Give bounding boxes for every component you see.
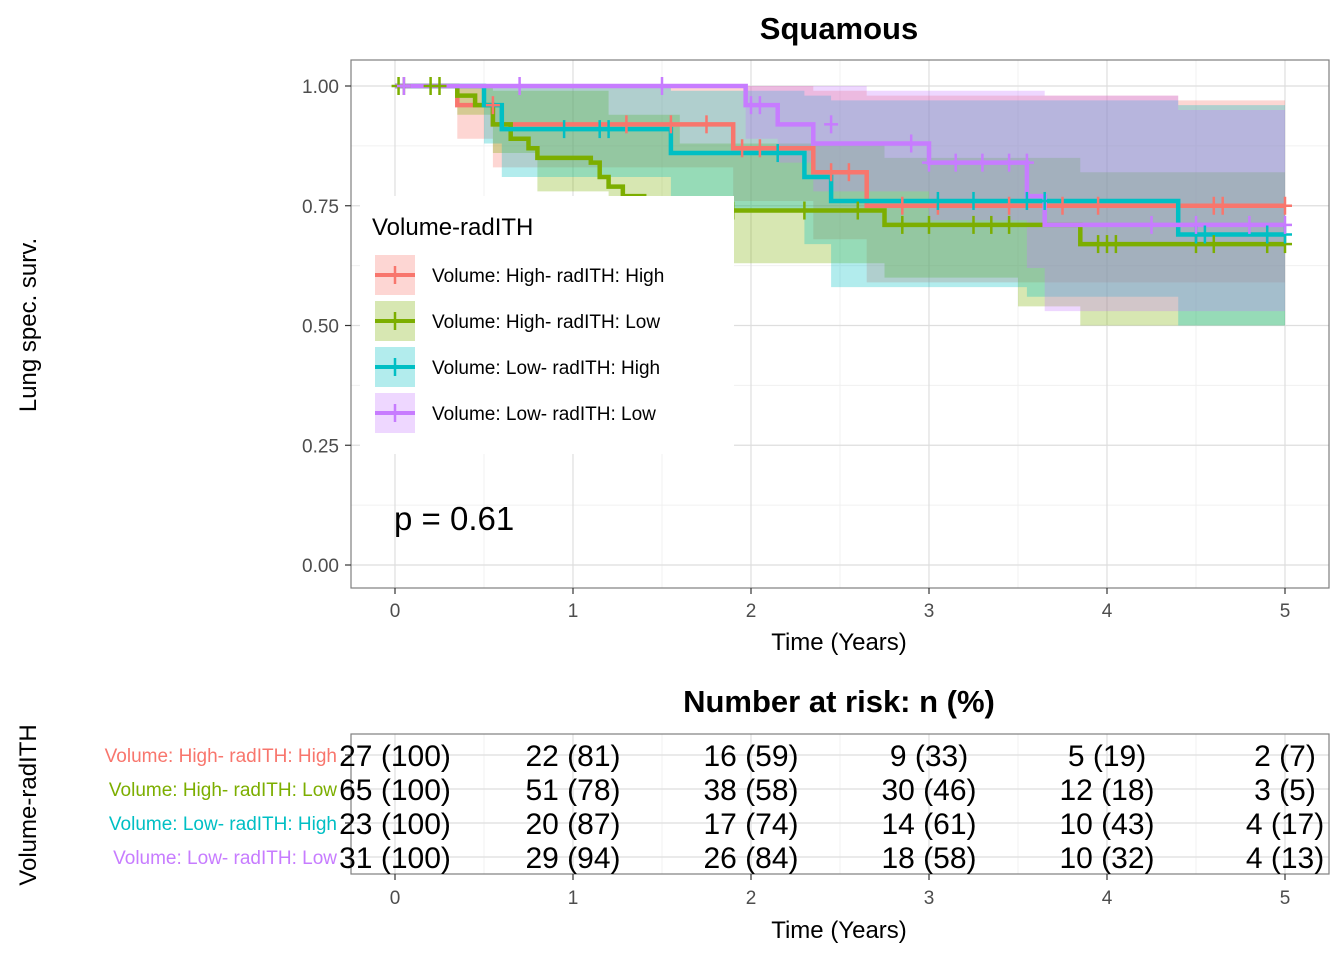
risk-strata-label: Volume: Low- radITH: High	[109, 814, 337, 835]
y-tick-label: 0.50	[302, 317, 339, 338]
legend-label: Volume: High- radITH: High	[432, 266, 664, 287]
risk-strata-label: Volume: High- radITH: Low	[109, 780, 337, 801]
km-confidence-bands	[395, 86, 1285, 326]
risk-cell: 38 (58)	[703, 774, 798, 807]
risk-x-tick-label: 2	[746, 888, 757, 909]
legend-background	[360, 196, 734, 454]
x-tick-label: 1	[568, 601, 579, 622]
risk-cell: 30 (46)	[881, 774, 976, 807]
x-tick-label: 5	[1280, 601, 1291, 622]
x-tick-label: 2	[746, 601, 757, 622]
risk-table-x-axis-title: Time (Years)	[771, 917, 907, 944]
risk-cell: 14 (61)	[881, 808, 976, 841]
y-tick-label: 1.00	[302, 77, 339, 98]
risk-cell: 27 (100)	[339, 740, 451, 773]
risk-cell: 2 (7)	[1254, 740, 1316, 773]
risk-cell: 4 (17)	[1246, 808, 1324, 841]
risk-table-strata-labels: Volume: High- radITH: High Volume: High- …	[105, 746, 351, 869]
legend-label: Volume: Low- radITH: High	[432, 358, 660, 379]
ci-band-2	[395, 86, 1285, 326]
risk-cell: 16 (59)	[703, 740, 798, 773]
risk-x-tick-label: 4	[1102, 888, 1113, 909]
risk-cell: 4 (13)	[1246, 842, 1324, 875]
legend-item: Volume: Low- radITH: Low	[375, 393, 656, 433]
risk-cell: 18 (58)	[881, 842, 976, 875]
km-x-axis-title: Time (Years)	[771, 629, 907, 656]
y-tick-label: 0.00	[302, 556, 339, 577]
risk-cell: 12 (18)	[1059, 774, 1154, 807]
risk-cell: 9 (33)	[890, 740, 968, 773]
km-axis-ticks: 0.00 0.25 0.50 0.75 1.00 0 1 2 3 4 5	[302, 77, 1290, 622]
legend-item: Volume: Low- radITH: High	[375, 347, 660, 387]
x-tick-label: 3	[924, 601, 935, 622]
risk-cell: 29 (94)	[525, 842, 620, 875]
x-tick-label: 0	[390, 601, 401, 622]
ci-band-1	[395, 86, 1285, 326]
risk-cell: 22 (81)	[525, 740, 620, 773]
ci-band-0	[395, 86, 1285, 283]
risk-table-title: Number at risk: n (%)	[683, 684, 995, 719]
risk-table-y-axis-title: Volume-radITH	[15, 724, 42, 885]
legend-label: Volume: Low- radITH: Low	[432, 404, 656, 425]
y-tick-label: 0.25	[302, 436, 339, 457]
risk-cell: 17 (74)	[703, 808, 798, 841]
km-y-axis-title: Lung spec. surv.	[15, 238, 42, 412]
survival-curve-0	[395, 83, 1285, 208]
x-tick-label: 4	[1102, 601, 1113, 622]
risk-x-tick-label: 3	[924, 888, 935, 909]
legend: Volume-radITH Volume: High- radITH: High…	[360, 196, 734, 454]
legend-item: Volume: High- radITH: Low	[375, 301, 660, 341]
risk-table-border	[350, 733, 1330, 875]
risk-cell: 10 (32)	[1059, 842, 1154, 875]
km-panel-border	[350, 59, 1330, 589]
risk-strata-label: Volume: Low- radITH: Low	[113, 848, 337, 869]
km-title: Squamous	[760, 11, 918, 46]
risk-cell: 26 (84)	[703, 842, 798, 875]
legend-item: Volume: High- radITH: High	[375, 255, 664, 295]
risk-cell: 51 (78)	[525, 774, 620, 807]
y-tick-label: 0.75	[302, 197, 339, 218]
risk-strata-label: Volume: High- radITH: High	[105, 746, 337, 767]
risk-cell: 10 (43)	[1059, 808, 1154, 841]
risk-table-x-ticks: 0 1 2 3 4 5	[390, 874, 1291, 909]
legend-label: Volume: High- radITH: Low	[432, 312, 660, 333]
risk-cell: 3 (5)	[1254, 774, 1316, 807]
risk-x-tick-label: 0	[390, 888, 401, 909]
risk-table-gridlines	[351, 734, 1329, 874]
ci-band-3	[395, 86, 1285, 312]
risk-cell: 5 (19)	[1068, 740, 1146, 773]
risk-x-tick-label: 1	[568, 888, 579, 909]
risk-cell: 31 (100)	[339, 842, 451, 875]
risk-cell: 20 (87)	[525, 808, 620, 841]
risk-x-tick-label: 5	[1280, 888, 1291, 909]
p-value-annotation: p = 0.61	[394, 500, 514, 537]
risk-cell: 23 (100)	[339, 808, 451, 841]
legend-title: Volume-radITH	[372, 214, 533, 241]
risk-cell: 65 (100)	[339, 774, 451, 807]
risk-table-cells: 27 (100) 22 (81) 16 (59) 9 (33) 5 (19) 2 (7) 6…	[339, 740, 1324, 875]
